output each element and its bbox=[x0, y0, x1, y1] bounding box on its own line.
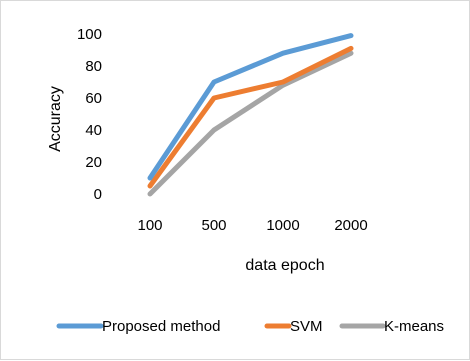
series-line-k-means bbox=[147, 50, 354, 197]
y-tick-label: 80 bbox=[85, 58, 102, 75]
x-tick-label: 1000 bbox=[266, 217, 299, 234]
x-tick-label: 100 bbox=[137, 217, 162, 234]
series-line-svm bbox=[147, 45, 354, 189]
series-line-proposed-method bbox=[147, 33, 354, 181]
legend-label-svm: SVM bbox=[290, 318, 323, 335]
legend-label-k-means: K-means bbox=[384, 318, 444, 335]
x-tick-label: 2000 bbox=[334, 217, 367, 234]
x-axis-ticks: 100 500 1000 2000 bbox=[137, 217, 367, 234]
y-axis-ticks: 0 20 40 60 80 100 bbox=[77, 26, 102, 203]
y-tick-label: 0 bbox=[94, 186, 102, 203]
y-tick-label: 20 bbox=[85, 154, 102, 171]
x-tick-label: 500 bbox=[201, 217, 226, 234]
y-tick-label: 100 bbox=[77, 26, 102, 43]
y-axis-title: Accuracy bbox=[47, 86, 64, 152]
series-lines bbox=[147, 33, 354, 197]
legend: Proposed method SVM K-means bbox=[56, 318, 444, 335]
x-axis-title: data epoch bbox=[245, 257, 324, 274]
legend-label-proposed-method: Proposed method bbox=[102, 318, 220, 335]
y-tick-label: 40 bbox=[85, 122, 102, 139]
y-tick-label: 60 bbox=[85, 90, 102, 107]
